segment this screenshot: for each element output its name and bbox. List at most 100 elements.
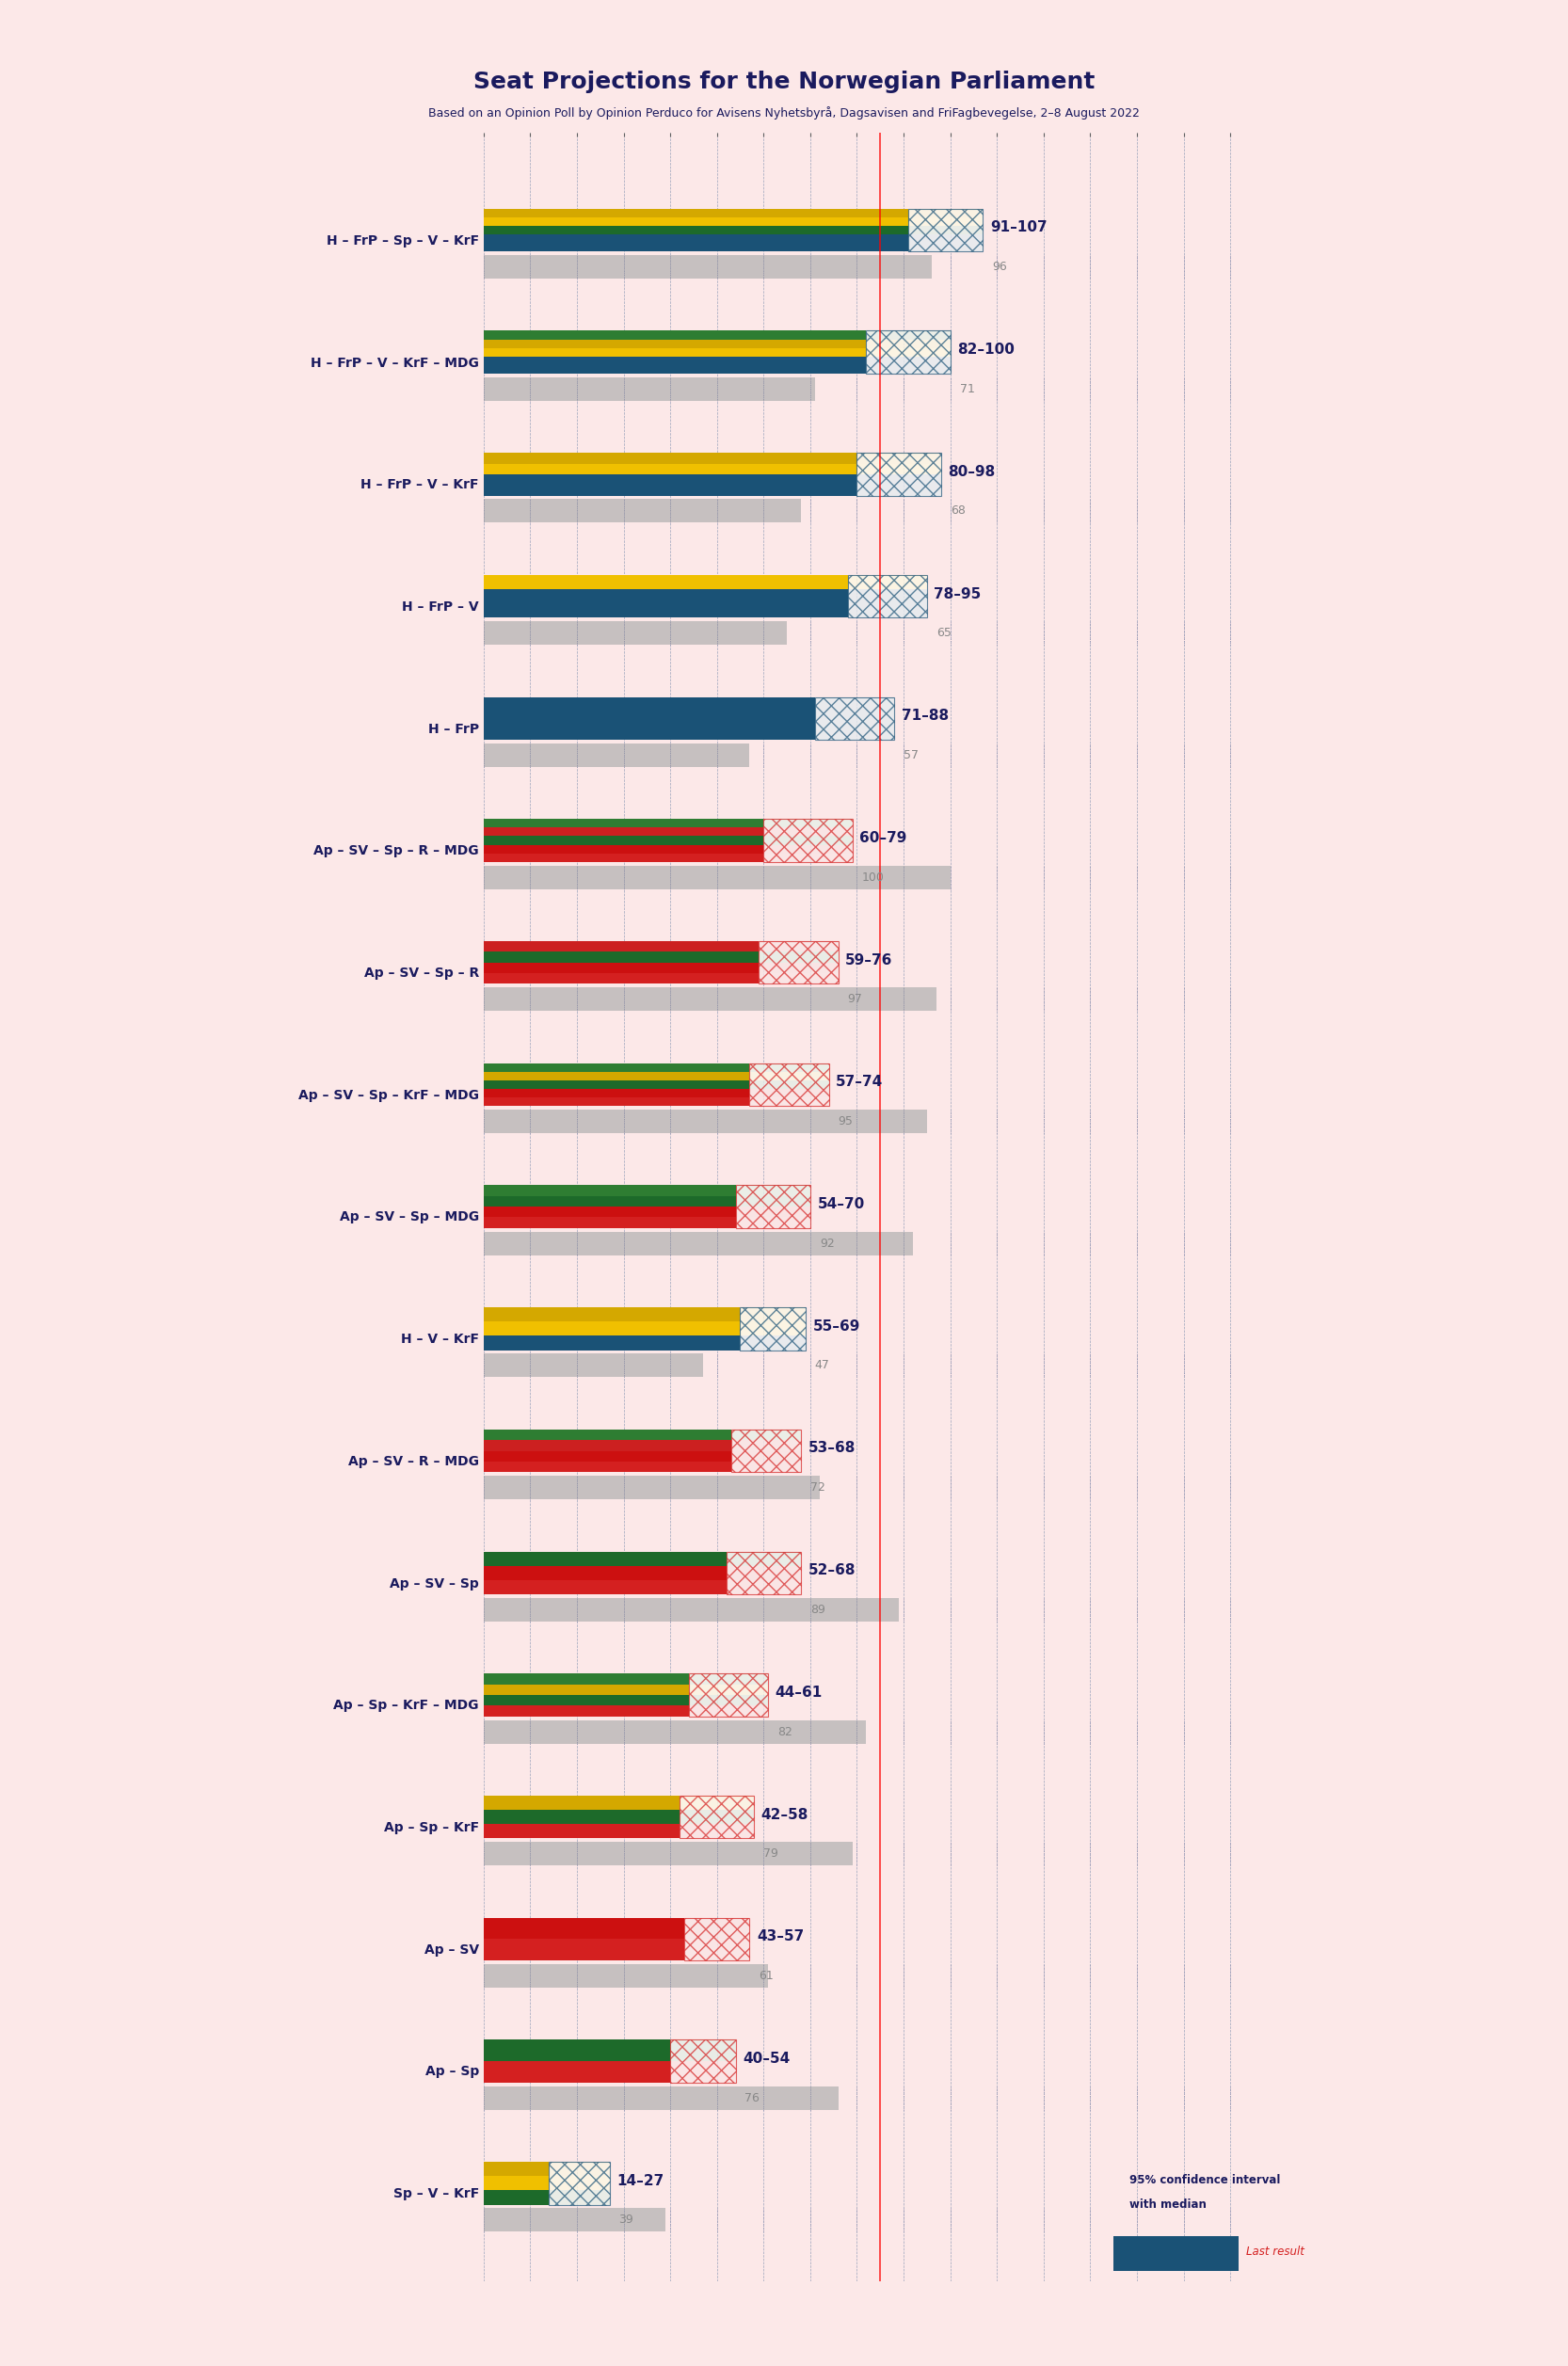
Bar [483, 499, 801, 523]
Bar [866, 364, 950, 374]
Bar [483, 376, 815, 400]
Text: 52–68: 52–68 [808, 1564, 856, 1578]
Text: 44–61: 44–61 [775, 1685, 823, 1699]
Bar [740, 1323, 806, 1337]
Text: 59–76: 59–76 [845, 953, 892, 968]
Text: 47: 47 [815, 1360, 829, 1372]
Bar [679, 1796, 754, 1810]
Bar [764, 854, 853, 861]
Bar [483, 1694, 688, 1706]
Bar [483, 1706, 688, 1715]
Text: 60–79: 60–79 [859, 830, 906, 845]
Text: H – FrP: H – FrP [428, 722, 478, 736]
Bar [483, 1072, 750, 1081]
Bar [908, 208, 983, 218]
Bar [483, 1353, 702, 1377]
Bar [483, 1685, 688, 1694]
Bar [858, 473, 941, 485]
Bar [858, 464, 941, 473]
Text: Ap – SV – Sp: Ap – SV – Sp [390, 1578, 478, 1590]
Text: 95% confidence interval: 95% confidence interval [1129, 2174, 1279, 2186]
Bar [483, 1824, 679, 1838]
Bar [483, 1207, 735, 1218]
Bar [483, 1098, 750, 1105]
Bar [549, 2191, 610, 2205]
Bar [848, 603, 927, 618]
Bar [483, 1580, 726, 1595]
Bar [688, 1673, 768, 1685]
Text: 78–95: 78–95 [935, 587, 982, 601]
Bar [483, 1720, 866, 1744]
Bar [726, 1580, 801, 1595]
Text: Ap – SV – Sp – MDG: Ap – SV – Sp – MDG [339, 1211, 478, 1223]
Bar [750, 1062, 829, 1105]
Bar [679, 1824, 754, 1838]
Bar [483, 1441, 731, 1450]
Bar [483, 485, 858, 494]
Text: 61: 61 [759, 1971, 773, 1983]
Bar [815, 698, 894, 741]
Bar [908, 208, 983, 251]
Bar [684, 1919, 750, 1961]
Bar [483, 1552, 726, 1566]
Bar [483, 1597, 898, 1621]
Bar [735, 1218, 811, 1228]
Bar [483, 951, 759, 963]
Bar [858, 485, 941, 494]
Bar [483, 208, 908, 218]
Text: 53–68: 53–68 [808, 1441, 855, 1455]
Bar [750, 1081, 829, 1088]
Bar [483, 1218, 735, 1228]
Bar [684, 1940, 750, 1961]
Bar [483, 1810, 679, 1824]
Bar [688, 1673, 768, 1715]
Bar [759, 972, 839, 984]
Bar [726, 1552, 801, 1595]
Text: 57: 57 [903, 750, 919, 762]
Bar [483, 338, 866, 348]
Bar [483, 2207, 665, 2231]
Bar [483, 225, 908, 234]
Text: 40–54: 40–54 [743, 2051, 790, 2066]
Bar [483, 1233, 913, 1256]
Bar [759, 963, 839, 972]
Text: 82: 82 [778, 1725, 792, 1739]
Text: 97: 97 [848, 994, 862, 1006]
Bar [483, 854, 764, 861]
Bar [750, 1088, 829, 1098]
Bar [908, 234, 983, 244]
Text: H – FrP – V: H – FrP – V [401, 601, 478, 613]
Bar [483, 464, 858, 473]
Text: 82–100: 82–100 [958, 343, 1014, 357]
Text: with median: with median [1129, 2198, 1206, 2210]
Bar [679, 1796, 754, 1838]
Bar [483, 987, 936, 1010]
Bar [815, 698, 894, 719]
Text: 68: 68 [950, 504, 966, 518]
Bar [764, 845, 853, 854]
Text: 95: 95 [839, 1114, 853, 1129]
Bar [764, 819, 853, 861]
Bar [726, 1566, 801, 1580]
Bar [549, 2177, 610, 2191]
Bar [483, 1081, 750, 1088]
Bar [483, 589, 848, 603]
Bar [759, 951, 839, 963]
Text: Ap – SV – Sp – R: Ap – SV – Sp – R [364, 968, 478, 980]
Text: 96: 96 [993, 260, 1007, 272]
Bar [735, 1207, 811, 1218]
Text: 92: 92 [820, 1237, 834, 1249]
Text: Ap – SV – Sp – R – MDG: Ap – SV – Sp – R – MDG [314, 845, 478, 859]
Bar [848, 575, 927, 618]
Bar [483, 972, 759, 984]
Bar [483, 719, 815, 741]
Bar [908, 244, 983, 251]
Bar [483, 845, 764, 854]
Bar [483, 828, 764, 835]
Bar [764, 819, 853, 828]
Bar [549, 2163, 610, 2177]
Bar [866, 348, 950, 357]
Text: 80–98: 80–98 [949, 464, 996, 478]
Text: 79: 79 [764, 1848, 778, 1860]
Bar [848, 589, 927, 603]
